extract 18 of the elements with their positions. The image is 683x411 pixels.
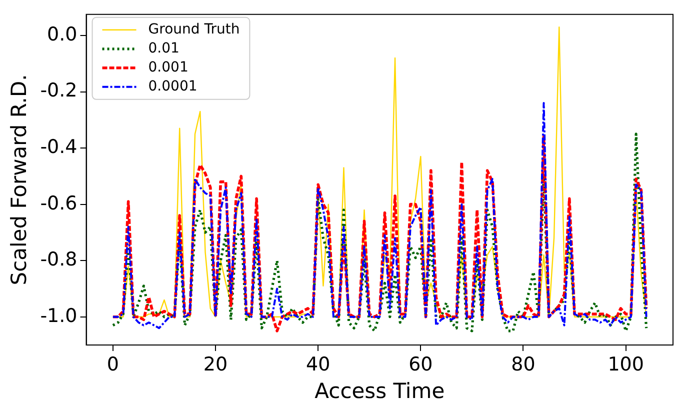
y-tick-label: -0.2 [40,80,78,102]
y-axis-title: Scaled Forward R.D. [7,74,32,286]
legend-label: 0.001 [148,60,188,76]
y-tick-label: -0.4 [40,136,78,158]
y-tick-label: -0.6 [40,192,78,214]
x-tick-label: 80 [511,353,536,376]
x-axis-title: Access Time [314,378,445,403]
x-tick-label: 0 [106,353,119,376]
legend-label: 0.0001 [148,78,198,95]
legend-label: 0.01 [148,40,180,57]
x-tick-label: 40 [306,353,330,376]
legend-label: Ground Truth [148,22,240,38]
x-tick-label: 60 [408,353,433,376]
x-tick-label: 100 [608,353,644,376]
y-tick-label: -0.8 [40,248,78,271]
y-tick-label: 0.0 [47,23,78,46]
y-tick-label: -1.0 [40,304,78,327]
x-tick-label: 20 [203,353,228,376]
